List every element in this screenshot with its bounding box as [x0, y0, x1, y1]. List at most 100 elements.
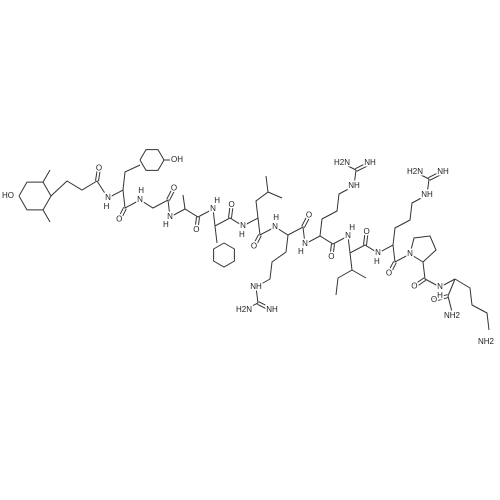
atom-label: H [163, 220, 169, 229]
bond [351, 269, 367, 279]
double-bond [252, 234, 260, 247]
double-bond [429, 172, 444, 181]
bond [319, 185, 355, 237]
double-bond [117, 207, 125, 220]
ring [139, 149, 165, 171]
atom-label: N [240, 221, 246, 230]
atom-label: NH [421, 190, 433, 199]
atom-label: H2N [334, 158, 350, 167]
atom-label: O [386, 269, 392, 278]
atom-label: H [374, 257, 380, 266]
double-bond [332, 244, 335, 258]
atom-label: N [302, 239, 308, 248]
double-bond [387, 261, 395, 274]
bond [335, 252, 353, 296]
double-bond [168, 188, 176, 201]
double-bond [414, 279, 427, 289]
double-bond [95, 167, 98, 181]
double-bond [166, 187, 174, 200]
bond [182, 194, 186, 210]
atom-label: NH [364, 158, 376, 167]
double-bond [434, 296, 449, 302]
atom-label: O [411, 282, 417, 291]
atom-label: NH2 [444, 311, 461, 320]
double-bond [301, 214, 309, 227]
bond [447, 295, 453, 313]
double-bond [97, 168, 101, 182]
double-bond [389, 262, 397, 275]
bond [414, 171, 430, 180]
atom-label: H [273, 213, 279, 222]
double-bond [197, 217, 200, 231]
atom-label: NH [437, 167, 449, 176]
atom-label: O [116, 215, 122, 224]
atom-label: N [210, 204, 216, 213]
atom-label: N [375, 248, 381, 257]
bond [42, 169, 51, 183]
atom-label: H [437, 291, 443, 300]
double-bond [433, 294, 448, 300]
atom-label: O [228, 200, 234, 209]
atom-label: NH [266, 305, 278, 314]
bond [341, 162, 357, 171]
bond [454, 278, 490, 331]
double-bond [303, 215, 311, 228]
double-bond [355, 161, 370, 170]
double-bond [363, 231, 366, 245]
ring [213, 242, 235, 268]
ring [409, 235, 437, 263]
atom-label: O [96, 163, 102, 172]
bond [243, 302, 259, 311]
atom-label: O [431, 295, 437, 304]
double-bond [329, 243, 333, 257]
backbone [50, 180, 456, 288]
atom-label: H [214, 196, 220, 205]
double-bond [120, 208, 127, 221]
atom-label: HO [2, 191, 14, 200]
atom-label: OH [171, 155, 183, 164]
bond [255, 175, 269, 219]
atom-label: N [437, 282, 443, 291]
double-bond [258, 301, 273, 310]
bond [426, 178, 430, 196]
atom-label: H [239, 230, 245, 239]
atom-label: N [137, 195, 143, 204]
double-bond [194, 216, 198, 230]
atom-label: H [349, 223, 355, 232]
bond [447, 278, 456, 297]
atom-label: H2N [407, 167, 423, 176]
atom-label: H [138, 186, 144, 195]
atom-label: H2N [236, 305, 252, 314]
atom-label: N [272, 222, 278, 231]
bond [353, 169, 357, 187]
double-bond [356, 163, 371, 172]
double-bond [230, 205, 234, 219]
atom-label: O [171, 184, 177, 193]
atom-label: NH2 [478, 337, 495, 346]
atom-label: N [167, 212, 173, 221]
bond [214, 225, 218, 244]
bond [255, 286, 259, 304]
double-bond [428, 170, 443, 179]
atom-label: NH [348, 181, 360, 190]
double-bond [257, 303, 272, 312]
double-bond [228, 204, 231, 218]
double-bond [365, 232, 369, 246]
atom-label: N [407, 249, 413, 258]
atom-label: N [105, 193, 111, 202]
double-bond [413, 277, 425, 286]
atom-label: O [251, 242, 257, 251]
double-bond [254, 235, 262, 248]
atom-label: O [363, 227, 369, 236]
bond [267, 191, 283, 199]
bond [255, 234, 289, 288]
ring [18, 181, 52, 211]
atom-label: H [104, 202, 110, 211]
atom-label: N [345, 231, 351, 240]
bond [392, 194, 428, 246]
atom-label: NH [250, 282, 262, 291]
bond [122, 164, 141, 191]
atom-label: O [193, 225, 199, 234]
bond [42, 209, 51, 223]
